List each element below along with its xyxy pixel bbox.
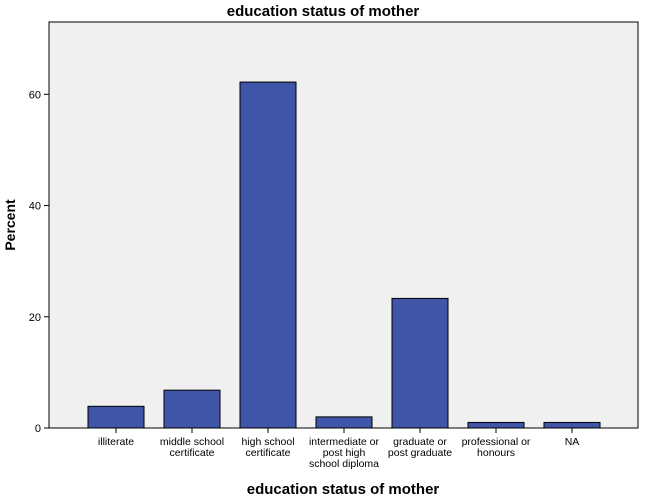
bar-0: [87, 405, 145, 429]
x-tick-label-5-line-0: professional or: [462, 436, 531, 448]
x-tick-label-2-line-1: certificate: [246, 447, 291, 459]
y-axis-label: Percent: [2, 199, 18, 251]
y-tick-label-1: 20: [29, 312, 41, 324]
x-tick-label-3: intermediate or post high school diploma: [309, 436, 380, 470]
x-tick-label-2: high school certificate: [241, 436, 294, 459]
bar-2: [239, 81, 297, 429]
x-tick-label-3-line-2: school diploma: [309, 458, 379, 470]
x-tick-label-3-line-1: post high: [323, 447, 366, 459]
y-tick-label-3: 60: [29, 89, 41, 101]
bar-1: [163, 389, 221, 429]
x-tick-label-1: middle school certificate: [160, 436, 224, 459]
bar-3: [315, 416, 373, 429]
x-tick-label-5: professional or honours: [462, 436, 531, 459]
bar-6: [543, 421, 601, 429]
bar-4: [391, 297, 449, 429]
bars-group: [87, 81, 601, 429]
x-tick-label-1-line-0: middle school: [160, 436, 224, 448]
x-tick-label-2-line-0: high school: [241, 436, 294, 448]
y-axis: 0 20 40 60: [29, 89, 49, 435]
x-tick-label-4-line-0: graduate or: [393, 436, 447, 448]
x-tick-label-5-line-1: honours: [477, 447, 515, 459]
x-tick-label-0: illiterate: [98, 436, 134, 448]
chart-title: education status of mother: [227, 3, 420, 20]
x-tick-label-6: NA: [565, 436, 580, 448]
x-axis-label: education status of mother: [247, 481, 440, 498]
y-tick-label-2: 40: [29, 201, 41, 213]
y-tick-label-0: 0: [35, 423, 41, 435]
x-tick-label-4: graduate or post graduate: [388, 436, 452, 459]
x-tick-label-1-line-1: certificate: [170, 447, 215, 459]
bar-5: [467, 421, 525, 429]
x-tick-label-3-line-0: intermediate or: [309, 436, 380, 448]
plot-area: [48, 21, 639, 429]
x-tick-label-4-line-1: post graduate: [388, 447, 452, 459]
x-tick-label-0-line-0: illiterate: [98, 436, 134, 448]
x-tick-label-6-line-0: NA: [565, 436, 580, 448]
